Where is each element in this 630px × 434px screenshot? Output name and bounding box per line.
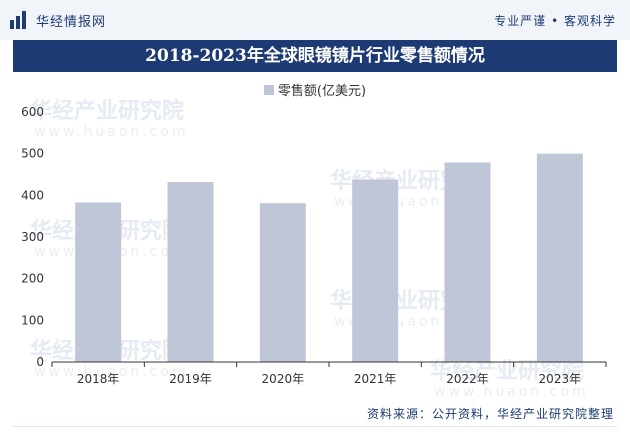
y-tick-label: 200 (21, 272, 44, 286)
legend-label: 零售额(亿美元) (277, 84, 367, 99)
x-axis: 2018年 2019年 2020年 2021年 2022年 2023年 (51, 361, 607, 386)
brand-name: 华经情报网 (36, 14, 107, 30)
footer-divider (13, 426, 617, 427)
tagline: 专业严谨 • 客观科学 (494, 14, 616, 28)
source-note: 资料来源：公开资料，华经产业研究院整理 (366, 407, 614, 421)
y-tick-label: 600 (21, 105, 44, 119)
chart-title: 2018-2023年全球眼镜镜片行业零售额情况 (13, 40, 617, 72)
brand-logo: 华经情报网 (10, 11, 107, 30)
bar (259, 203, 306, 362)
bar-series (75, 153, 583, 362)
watermark-url: www.huaon.com (34, 364, 189, 380)
brand-logo-icon (10, 11, 26, 29)
x-tick-label: 2019年 (169, 372, 212, 386)
header-bar: 华经情报网 专业严谨 • 客观科学 (0, 0, 630, 40)
x-tick-label: 2020年 (262, 372, 305, 386)
watermark-url: www.huaon.com (434, 384, 589, 400)
bar (75, 202, 122, 362)
y-tick-label: 400 (21, 188, 44, 202)
y-tick-label: 0 (36, 355, 44, 369)
chart-legend: 零售额(亿美元) (0, 80, 630, 99)
x-tick-label: 2021年 (354, 372, 397, 386)
watermark-url: www.huaon.com (34, 124, 189, 140)
bar (167, 182, 214, 362)
x-tick-label: 2018年 (77, 372, 120, 386)
bar (352, 179, 399, 362)
bar (536, 153, 583, 362)
bar (444, 162, 491, 362)
watermark-text: 华经产业研究院 (30, 98, 184, 124)
y-tick-label: 300 (21, 230, 44, 244)
legend-swatch (263, 84, 274, 95)
x-tick-label: 2022年 (446, 372, 489, 386)
y-axis: 0 100 200 300 400 500 600 (21, 105, 44, 369)
y-tick-label: 100 (21, 313, 44, 327)
y-tick-label: 500 (21, 147, 44, 161)
x-tick-label: 2023年 (539, 372, 582, 386)
